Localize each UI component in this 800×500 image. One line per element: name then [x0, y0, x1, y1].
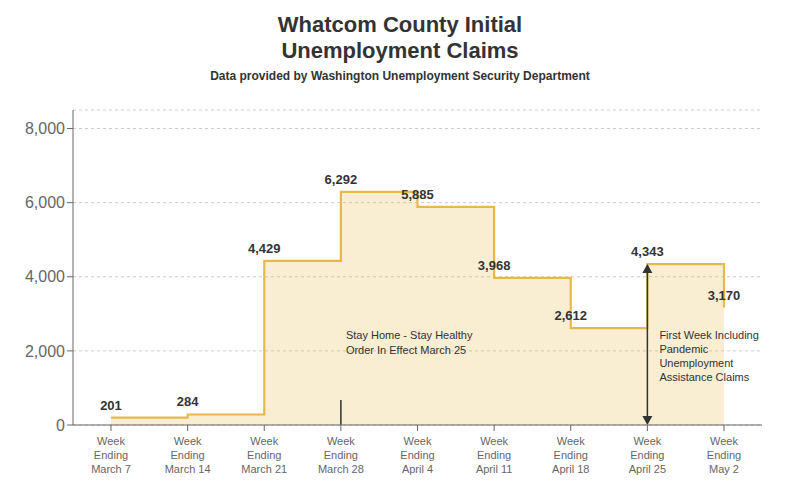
svg-text:WeekEndingMarch 28: WeekEndingMarch 28 — [318, 435, 364, 475]
svg-text:201: 201 — [100, 397, 122, 412]
svg-text:WeekEndingApril 11: WeekEndingApril 11 — [476, 435, 512, 475]
html-text:Whatcom County Initial Unemplo: Whatcom County Initial Unemployment Clai… — [277, 12, 523, 64]
html-text:Data provided by Washington Un: Data provided by Washington Unemployment… — [210, 68, 590, 83]
svg-text:6,292: 6,292 — [325, 172, 358, 187]
svg-text:WeekEndingMarch 14: WeekEndingMarch 14 — [165, 435, 211, 475]
svg-text:Stay Home - Stay HealthyOrder: Stay Home - Stay HealthyOrder In Effect … — [346, 328, 473, 355]
svg-text:WeekEndingApril 18: WeekEndingApril 18 — [552, 435, 589, 475]
svg-text:3,170: 3,170 — [708, 287, 741, 302]
svg-text:2,000: 2,000 — [25, 342, 65, 359]
svg-text:4,429: 4,429 — [248, 241, 281, 256]
svg-text:2,612: 2,612 — [554, 308, 587, 323]
svg-text:3,968: 3,968 — [478, 258, 511, 273]
svg-text:WeekEndingApril 4: WeekEndingApril 4 — [400, 435, 434, 475]
svg-text:WeekEndingMay 2: WeekEndingMay 2 — [707, 435, 741, 475]
svg-text:5,885: 5,885 — [401, 187, 434, 202]
svg-text:284: 284 — [177, 394, 199, 409]
svg-text:WeekEndingMarch 21: WeekEndingMarch 21 — [241, 435, 287, 475]
svg-text:8,000: 8,000 — [25, 120, 65, 137]
svg-text:4,000: 4,000 — [25, 268, 65, 285]
svg-text:First Week IncludingPandemicUn: First Week IncludingPandemicUnemployment… — [659, 329, 758, 383]
svg-text:WeekEndingApril 25: WeekEndingApril 25 — [629, 435, 666, 475]
svg-text:WeekEndingMarch 7: WeekEndingMarch 7 — [91, 435, 131, 475]
svg-text:6,000: 6,000 — [25, 194, 65, 211]
svg-text:4,343: 4,343 — [631, 244, 664, 259]
svg-text:0: 0 — [56, 416, 65, 433]
